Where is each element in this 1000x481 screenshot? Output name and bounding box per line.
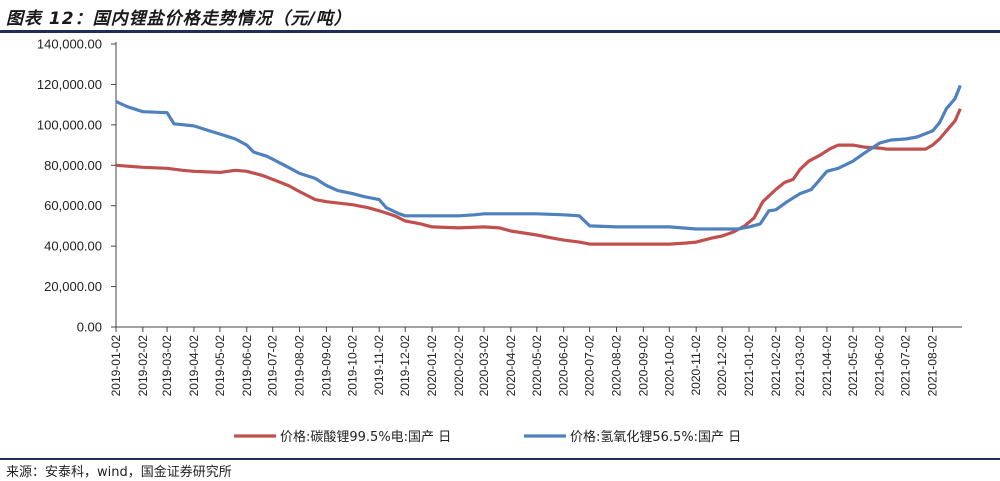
x-tick-label: 2021-02-02	[769, 335, 783, 397]
source-note: 来源：安泰科，wind，国金证券研究所	[6, 465, 232, 480]
bottom-rule	[0, 458, 1000, 460]
x-tick-label: 2019-09-02	[319, 335, 333, 397]
top-rule	[0, 30, 1000, 33]
x-tick-label: 2021-05-02	[846, 335, 860, 397]
x-tick-label: 2019-03-02	[160, 335, 174, 397]
x-tick-label: 2020-04-02	[504, 335, 518, 397]
x-tick-label: 2019-06-02	[240, 335, 254, 397]
x-tick-label: 2020-10-02	[662, 335, 676, 397]
x-tick-label: 2021-07-02	[899, 335, 913, 397]
chart-series	[115, 84, 962, 246]
x-tick-label: 2019-05-02	[213, 335, 227, 397]
x-tick-label: 2019-12-02	[398, 335, 412, 397]
x-tick-label: 2021-08-02	[926, 335, 940, 397]
y-tick-label: 140,000.00	[37, 37, 102, 52]
x-tick-label: 2020-12-02	[715, 335, 729, 397]
y-tick-label: 20,000.00	[44, 279, 102, 294]
x-tick-label: 2019-01-02	[109, 335, 123, 397]
x-tick-label: 2020-02-02	[452, 335, 466, 397]
series-line-lithium-hydroxide	[115, 84, 962, 231]
x-tick-label: 2021-04-02	[820, 335, 834, 397]
x-tick-label: 2021-06-02	[873, 335, 887, 397]
series-line-lithium-carbonate	[115, 108, 962, 246]
x-tick-label: 2020-07-02	[583, 335, 597, 397]
x-tick-label: 2020-06-02	[557, 335, 571, 397]
x-tick-label: 2019-11-02	[372, 335, 386, 396]
y-tick-label: 80,000.00	[44, 158, 102, 173]
x-tick-label: 2020-05-02	[530, 335, 544, 397]
chart-legend: 价格:碳酸锂99.5%电:国产 日 价格:氢氧化锂56.5%:国产 日	[234, 429, 741, 445]
y-tick-label: 0.00	[77, 320, 102, 335]
y-tick-label: 40,000.00	[44, 239, 102, 254]
x-tick-label: 2020-09-02	[636, 335, 650, 397]
x-tick-label: 2020-08-02	[609, 335, 623, 397]
x-tick-label: 2021-03-02	[793, 335, 807, 397]
x-tick-label: 2020-01-02	[425, 335, 439, 397]
x-tick-label: 2019-02-02	[136, 335, 150, 397]
figure-title: 图表 12：国内锂盐价格走势情况（元/吨）	[6, 9, 352, 29]
y-tick-label: 100,000.00	[37, 117, 102, 132]
x-tick-label: 2020-11-02	[689, 335, 703, 396]
x-tick-label: 2019-04-02	[187, 335, 201, 397]
y-tick-label: 60,000.00	[44, 198, 102, 213]
x-tick-label: 2020-03-02	[477, 335, 491, 397]
x-tick-label: 2019-08-02	[293, 335, 307, 397]
chart-axes: 0.00 20,000.00 40,000.00 60,000.00 80,000.00…	[37, 37, 962, 397]
legend-label-lithium-carbonate: 价格:碳酸锂99.5%电:国产 日	[280, 429, 451, 445]
y-tick-label: 120,000.00	[37, 77, 102, 92]
x-tick-label: 2019-07-02	[266, 335, 280, 397]
x-tick-label: 2021-01-02	[742, 335, 756, 397]
x-tick-label: 2019-10-02	[345, 335, 359, 397]
line-chart: 0.00 20,000.00 40,000.00 60,000.00 80,000.00…	[37, 37, 962, 445]
legend-label-lithium-hydroxide: 价格:氢氧化锂56.5%:国产 日	[570, 429, 741, 445]
